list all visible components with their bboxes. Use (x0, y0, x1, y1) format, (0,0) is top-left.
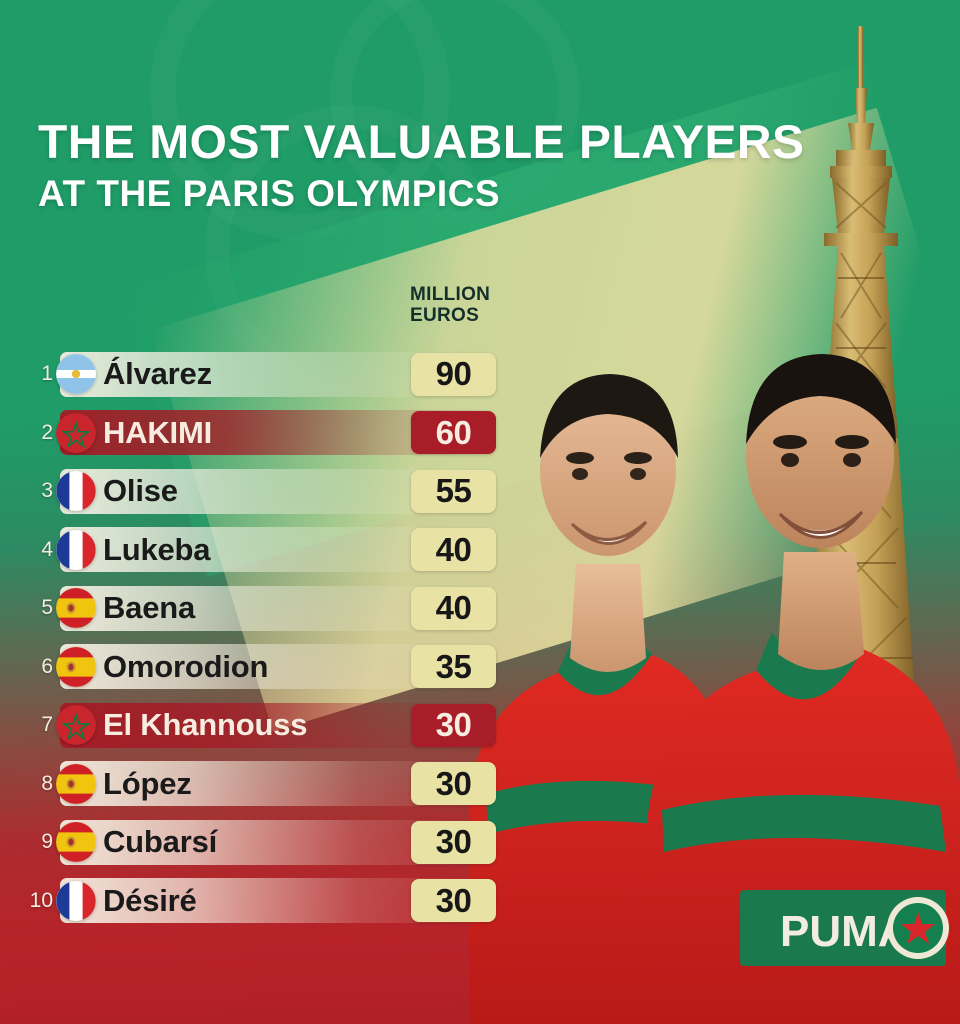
player-value-badge: 30 (411, 879, 496, 922)
row-rank: 2 (41, 420, 53, 444)
player-ranking-table: 1 Álvarez 90 2 HAKIMI 60 3 Olise 55 4 Lukeba 40 5 Bae… (28, 345, 498, 930)
players-photo: PUMA (470, 354, 960, 1024)
flag-spain-icon (56, 646, 96, 687)
title-line-1: THE MOST VALUABLE PLAYERS (38, 115, 805, 168)
table-row[interactable]: 4 Lukeba 40 (28, 521, 498, 580)
row-rank: 6 (41, 654, 53, 678)
table-row[interactable]: 2 HAKIMI 60 (28, 404, 498, 463)
table-row[interactable]: 3 Olise 55 (28, 462, 498, 521)
flag-morocco-icon (56, 705, 96, 746)
table-row[interactable]: 7 El Khannouss 30 (28, 696, 498, 755)
row-rank: 7 (41, 713, 53, 737)
table-row[interactable]: 8 López 30 (28, 755, 498, 814)
row-rank: 9 (41, 830, 53, 854)
flag-france-icon (56, 471, 96, 512)
svg-text:PUMA: PUMA (780, 907, 910, 956)
column-header-million-euros: MILLION EUROS (410, 284, 490, 327)
player-name: Omorodion (103, 648, 269, 684)
flag-spain-icon (56, 763, 96, 804)
title-line-2: AT THE PARIS OLYMPICS (38, 172, 501, 214)
player-value-badge: 55 (411, 469, 496, 513)
player-value-badge: 30 (411, 820, 496, 864)
column-header-line-1: MILLION (410, 284, 491, 305)
table-row[interactable]: 9 Cubarsí 30 (28, 813, 498, 872)
player-name: Álvarez (103, 356, 212, 392)
table-row[interactable]: 10 Désiré 30 (28, 872, 498, 931)
flag-spain-icon (56, 822, 96, 863)
player-name: López (103, 765, 192, 801)
page-title: THE MOST VALUABLE PLAYERS AT THE PARIS O… (38, 117, 804, 215)
player-name: HAKIMI (103, 414, 213, 450)
flag-france-icon (56, 529, 96, 570)
table-row[interactable]: 5 Baena 40 (28, 579, 498, 638)
table-row[interactable]: 6 Omorodion 35 (28, 638, 498, 697)
player-value-badge: 90 (411, 352, 496, 396)
row-rank: 8 (41, 771, 53, 795)
player-name: Olise (103, 473, 178, 509)
player-value-badge: 40 (411, 528, 496, 571)
row-rank: 1 (41, 362, 53, 386)
player-name: Cubarsí (103, 824, 218, 860)
flag-morocco-icon (56, 412, 96, 453)
row-rank: 10 (29, 888, 53, 912)
flag-spain-icon (56, 588, 96, 629)
player-name: Baena (103, 590, 196, 626)
flag-france-icon (56, 880, 96, 921)
player-value-badge: 30 (411, 762, 496, 805)
player-value-badge: 40 (411, 586, 496, 630)
table-row[interactable]: 1 Álvarez 90 (28, 345, 498, 404)
player-name: Désiré (103, 882, 197, 918)
row-rank: 4 (41, 537, 53, 561)
row-rank: 5 (41, 596, 53, 620)
player-value-badge: 60 (411, 411, 496, 454)
column-header-line-2: EUROS (410, 305, 480, 327)
row-rank: 3 (41, 479, 53, 503)
flag-argentina-icon (56, 354, 96, 395)
player-name: Lukeba (103, 531, 211, 567)
player-value-badge: 35 (411, 645, 496, 688)
player-value-badge: 30 (411, 703, 496, 747)
eiffel-tower-icon (806, 26, 916, 718)
player-name: El Khannouss (103, 707, 308, 743)
